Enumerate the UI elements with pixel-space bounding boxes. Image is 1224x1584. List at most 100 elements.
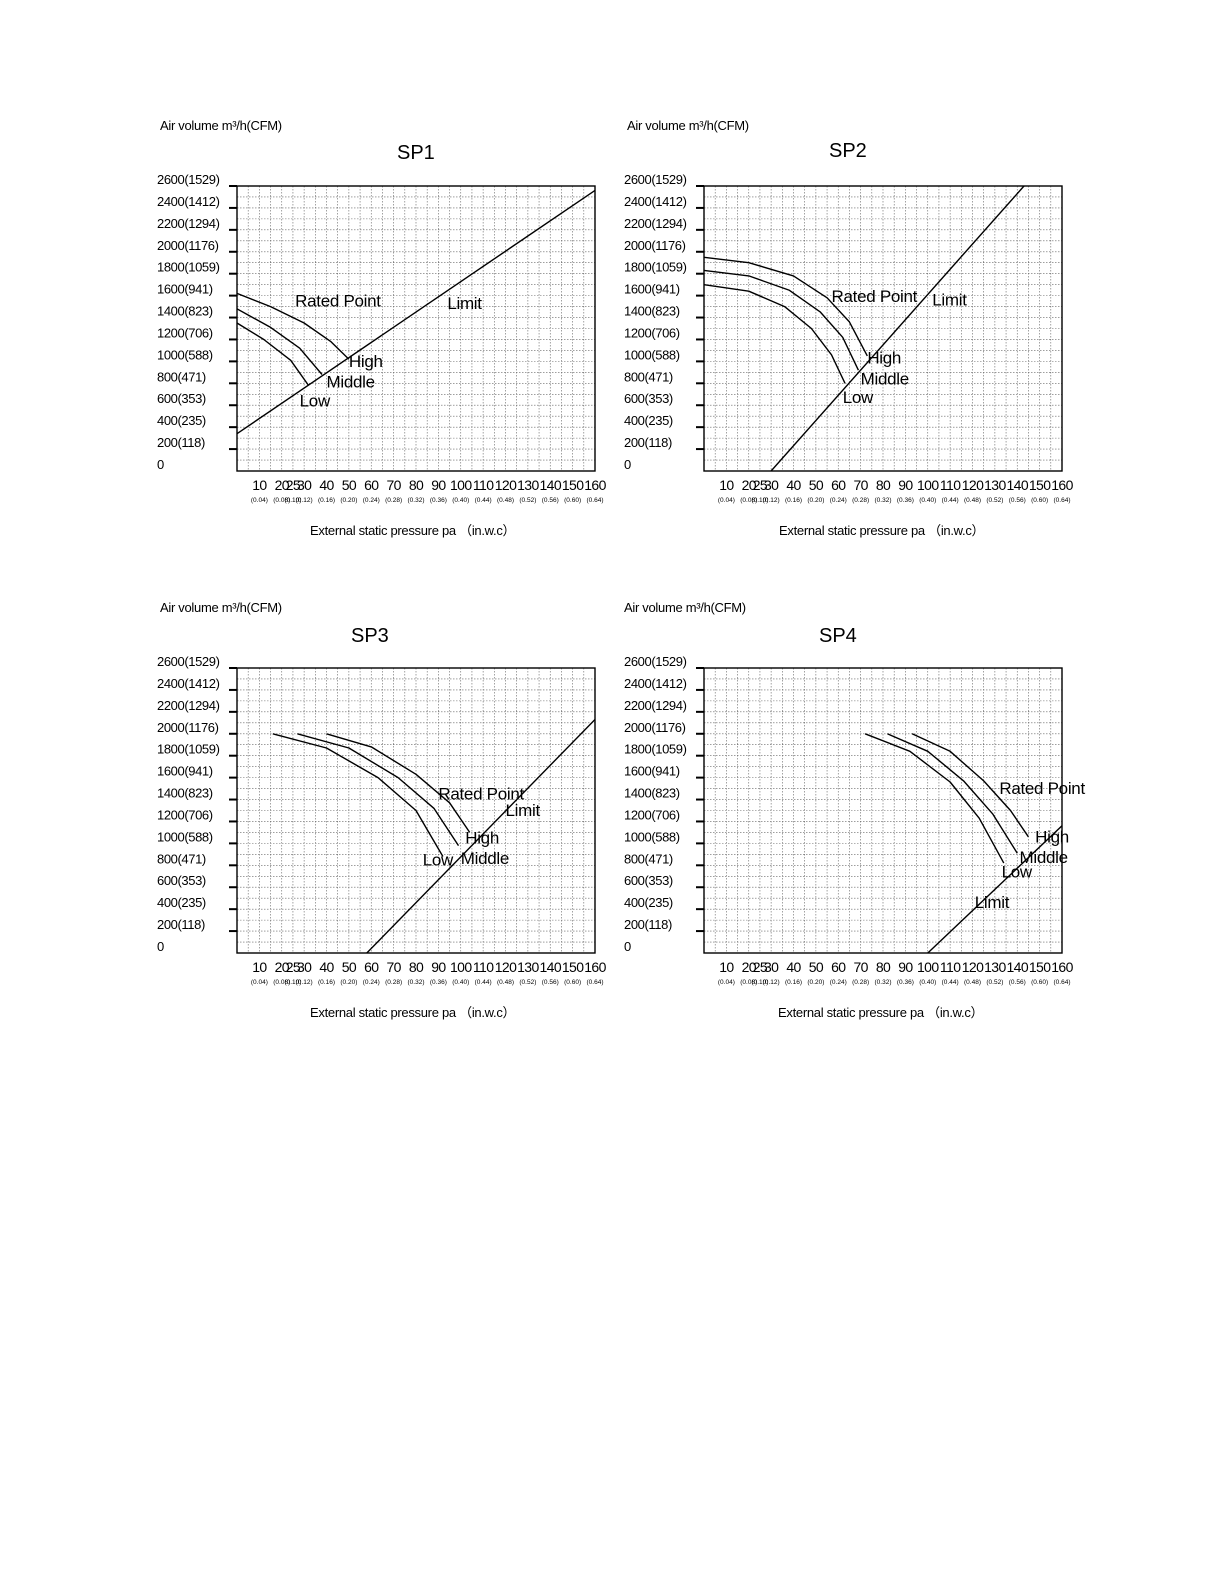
x-tick-label: 20 — [275, 959, 290, 975]
x-tick-label: 50 — [809, 477, 824, 493]
x-tick-label: 130 — [984, 959, 1006, 975]
x-tick-sublabel: (0.16) — [318, 979, 335, 986]
y-tick-label: 600(353) — [624, 873, 673, 888]
y-tick-label: 0 — [157, 457, 164, 472]
annotation-label: Middle — [1019, 848, 1067, 867]
annotation-label: Low — [1002, 862, 1033, 881]
x-tick-label: 10 — [252, 959, 267, 975]
x-tick-sublabel: (0.24) — [830, 979, 847, 986]
series-line-limit — [366, 719, 595, 953]
x-tick-sublabel: (0.32) — [875, 979, 892, 986]
y-tick-label: 1600(941) — [624, 282, 680, 297]
y-tick-label: 800(471) — [624, 369, 673, 384]
y-tick-label: 2000(1176) — [157, 238, 219, 253]
chart-plot: 2600(1529) 2400(1412) 2200(1294) 2000(1176)… — [624, 654, 1086, 986]
x-tick-sublabel: (0.36) — [430, 497, 447, 504]
x-tick-label: 60 — [364, 959, 379, 975]
y-tick-label: 200(118) — [624, 917, 672, 932]
x-tick-sublabel: (0.36) — [897, 979, 914, 986]
y-tick-label: 800(471) — [157, 851, 206, 866]
x-tick-sublabel: (0.52) — [519, 497, 536, 504]
x-tick-sublabel: (0.08) — [740, 497, 757, 504]
y-tick-label: 1800(1059) — [624, 260, 687, 275]
x-tick-label: 110 — [940, 477, 961, 493]
y-tick-label: 0 — [624, 939, 631, 954]
x-tick-label: 80 — [876, 477, 891, 493]
annotation-label: Limit — [506, 801, 541, 820]
x-tick-sublabel: (0.56) — [542, 979, 559, 986]
x-tick-sublabel: (0.40) — [919, 497, 936, 504]
x-tick-label: 100 — [450, 477, 472, 493]
y-tick-label: 400(235) — [157, 413, 206, 428]
series-line-low — [237, 322, 310, 386]
x-tick-sublabel: (0.32) — [875, 497, 892, 504]
y-tick-label: 2400(1412) — [157, 676, 220, 691]
x-tick-sublabel: (0.36) — [897, 497, 914, 504]
x-tick-sublabel: (0.44) — [475, 497, 492, 504]
x-tick-label: 130 — [517, 959, 539, 975]
x-tick-label: 40 — [319, 477, 334, 493]
annotation-label: Limit — [932, 290, 967, 309]
annotation-label: High — [349, 352, 383, 371]
x-tick-label: 25 — [286, 959, 301, 975]
y-tick-label: 2600(1529) — [624, 654, 687, 669]
x-tick-label: 120 — [962, 959, 984, 975]
y-tick-label: 0 — [157, 939, 164, 954]
x-tick-sublabel: (0.04) — [718, 497, 735, 504]
plot-frame — [236, 185, 596, 472]
y-tick-label: 1200(706) — [624, 807, 680, 822]
chart-title: SP2 — [829, 140, 867, 162]
x-tick-label: 70 — [853, 959, 868, 975]
y-tick-label: 2200(1294) — [157, 216, 220, 231]
x-tick-sublabel: (0.56) — [542, 497, 559, 504]
x-tick-label: 160 — [1051, 477, 1073, 493]
y-tick-label: 1800(1059) — [157, 742, 220, 757]
x-tick-sublabel: (0.10) — [284, 979, 301, 986]
x-tick-sublabel: (0.12) — [763, 979, 780, 986]
series-line-low — [272, 733, 444, 857]
x-tick-sublabel: (0.28) — [852, 497, 869, 504]
y-tick-label: 1600(941) — [624, 764, 680, 779]
x-tick-sublabel: (0.56) — [1009, 497, 1026, 504]
annotation-label: Rated Point — [999, 779, 1085, 798]
series-line-high — [237, 292, 350, 360]
x-tick-sublabel: (0.44) — [475, 979, 492, 986]
chart-sp2: Air volume m³/h(CFM) SP2 2600(1529) 2400(… — [622, 118, 1102, 558]
series-line-limit — [927, 825, 1062, 953]
x-tick-label: 130 — [517, 477, 539, 493]
x-axis-label: External static pressure pa （in.w.c） — [310, 523, 516, 538]
y-tick-label: 2000(1176) — [624, 720, 686, 735]
x-tick-sublabel: (0.52) — [519, 979, 536, 986]
x-tick-label: 140 — [1006, 959, 1028, 975]
x-tick-sublabel: (0.28) — [852, 979, 869, 986]
x-tick-sublabel: (0.28) — [385, 979, 402, 986]
x-tick-label: 100 — [917, 959, 939, 975]
annotation-label: Rated Point — [832, 287, 918, 306]
annotation-label: High — [1035, 827, 1069, 846]
chart-title: SP3 — [351, 625, 389, 647]
x-tick-label: 150 — [1029, 959, 1051, 975]
series-line-middle — [237, 308, 323, 375]
y-axis-label: Air volume m³/h(CFM) — [624, 600, 746, 615]
y-tick-label: 1000(588) — [157, 829, 213, 844]
x-axis-label: External static pressure pa （in.w.c） — [310, 1005, 516, 1020]
x-tick-sublabel: (0.16) — [785, 497, 802, 504]
x-tick-sublabel: (0.64) — [1054, 497, 1071, 504]
y-tick-label: 800(471) — [157, 369, 206, 384]
x-tick-label: 140 — [539, 477, 561, 493]
x-tick-sublabel: (0.32) — [408, 497, 425, 504]
x-tick-label: 70 — [386, 959, 401, 975]
x-axis-label: External static pressure pa （in.w.c） — [778, 1005, 984, 1020]
x-tick-label: 120 — [495, 477, 517, 493]
y-tick-label: 400(235) — [624, 413, 673, 428]
y-tick-label: 1600(941) — [157, 764, 213, 779]
x-tick-sublabel: (0.36) — [430, 979, 447, 986]
x-tick-sublabel: (0.08) — [273, 979, 290, 986]
chart-sp3: Air volume m³/h(CFM) SP3 2600(1529) 2400(… — [155, 600, 635, 1040]
x-tick-label: 70 — [853, 477, 868, 493]
x-tick-label: 90 — [898, 477, 913, 493]
x-tick-sublabel: (0.16) — [318, 497, 335, 504]
x-tick-sublabel: (0.16) — [785, 979, 802, 986]
x-tick-sublabel: (0.08) — [740, 979, 757, 986]
x-tick-label: 110 — [473, 477, 494, 493]
